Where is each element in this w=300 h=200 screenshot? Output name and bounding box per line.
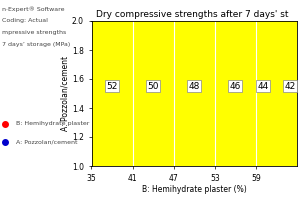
X-axis label: B: Hemihydrate plaster (%): B: Hemihydrate plaster (%) [142, 185, 247, 194]
Text: B: Hemihydrate plaster: B: Hemihydrate plaster [16, 121, 90, 127]
Text: 44: 44 [257, 82, 269, 91]
Text: n·Expert® Software: n·Expert® Software [2, 6, 64, 12]
Text: 46: 46 [230, 82, 241, 91]
Text: 48: 48 [189, 82, 200, 91]
Text: Dry compressive strengths after 7 days' st: Dry compressive strengths after 7 days' … [96, 10, 288, 19]
Text: Coding: Actual: Coding: Actual [2, 18, 48, 23]
Text: 42: 42 [284, 82, 296, 91]
Text: 50: 50 [147, 82, 159, 91]
Text: mpressive strengths: mpressive strengths [2, 30, 66, 35]
Text: 52: 52 [106, 82, 118, 91]
Text: A: Pozzolan/cement: A: Pozzolan/cement [16, 140, 78, 144]
Text: 7 days’ storage (MPa): 7 days’ storage (MPa) [2, 42, 70, 47]
Y-axis label: A: Pozzolan/cement: A: Pozzolan/cement [60, 56, 69, 131]
